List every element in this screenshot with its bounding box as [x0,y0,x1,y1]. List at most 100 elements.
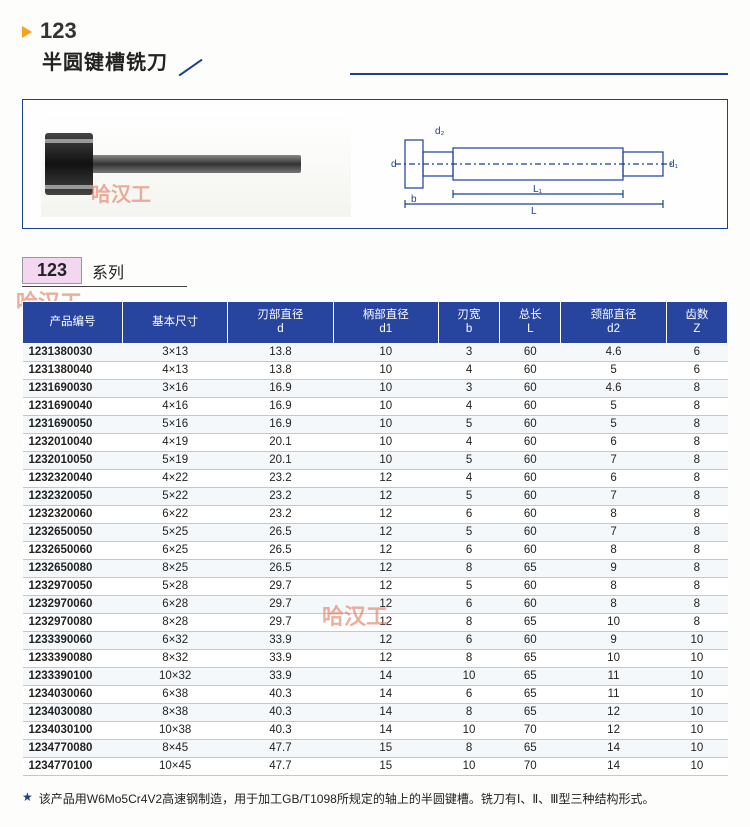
table-cell: 10 [438,757,499,775]
table-cell: 14 [561,739,666,757]
table-cell: 70 [500,757,561,775]
title-rule [350,73,728,75]
table-cell: 15 [333,757,438,775]
table-cell: 8 [666,523,727,541]
table-cell: 47.7 [228,739,333,757]
diagram-label-L1: L₁ [533,184,543,195]
table-row: 12329700606×2829.71266088 [23,595,728,613]
table-row: 12323200505×2223.21256078 [23,487,728,505]
table-row: 12316900505×1616.91056058 [23,415,728,433]
triangle-icon [22,26,32,38]
table-cell: 1232650060 [23,541,123,559]
table-row: 12313800404×1313.81046056 [23,361,728,379]
table-cell: 4 [438,361,499,379]
series-underline [22,286,187,287]
footnote: ★ 该产品用W6Mo5Cr4V2高速钢制造，用于加工GB/T1098所规定的轴上… [22,790,728,807]
table-cell: 8 [666,487,727,505]
table-cell: 8 [561,595,666,613]
table-cell: 12 [333,577,438,595]
table-cell: 1232320060 [23,505,123,523]
table-cell: 5 [561,361,666,379]
table-cell: 1232320050 [23,487,123,505]
diagram-label-L: L [531,206,537,217]
table-cell: 60 [500,595,561,613]
table-cell: 12 [333,649,438,667]
table-cell: 10 [666,721,727,739]
table-cell: 6×32 [123,631,228,649]
table-cell: 10×38 [123,721,228,739]
table-cell: 40.3 [228,721,333,739]
diagram-label-d: d [391,159,397,170]
header-number-row: 123 [22,18,728,44]
table-cell: 65 [500,685,561,703]
star-icon: ★ [22,790,33,807]
table-cell: 26.5 [228,523,333,541]
footnote-text: 该产品用W6Mo5Cr4V2高速钢制造，用于加工GB/T1098所规定的轴上的半… [39,790,655,807]
table-cell: 8 [438,649,499,667]
table-cell: 4.6 [561,379,666,397]
table-row: 12333900808×3233.9128651010 [23,649,728,667]
table-cell: 1232010050 [23,451,123,469]
table-cell: 1233390100 [23,667,123,685]
table-cell: 14 [333,685,438,703]
table-cell: 10 [666,685,727,703]
table-row: 123403010010×3840.31410701210 [23,721,728,739]
table-cell: 10 [333,343,438,361]
table-row: 12323200606×2223.21266088 [23,505,728,523]
table-cell: 8×32 [123,649,228,667]
table-cell: 10 [438,721,499,739]
table-cell: 5 [438,487,499,505]
table-cell: 29.7 [228,595,333,613]
table-cell: 1231690040 [23,397,123,415]
table-cell: 1234030080 [23,703,123,721]
table-cell: 10 [666,631,727,649]
table-cell: 6 [438,505,499,523]
table-header: 基本尺寸 [123,302,228,344]
table-cell: 13.8 [228,361,333,379]
table-cell: 11 [561,667,666,685]
table-cell: 20.1 [228,433,333,451]
table-cell: 10 [333,415,438,433]
table-cell: 4×19 [123,433,228,451]
table-cell: 26.5 [228,559,333,577]
table-cell: 6×25 [123,541,228,559]
table-cell: 7 [561,487,666,505]
table-cell: 8 [561,541,666,559]
table-row: 12347700808×4547.7158651410 [23,739,728,757]
table-cell: 6×38 [123,685,228,703]
table-cell: 5×28 [123,577,228,595]
table-cell: 8 [438,559,499,577]
table-cell: 12 [333,469,438,487]
table-cell: 12 [561,721,666,739]
table-header: 柄部直径d1 [333,302,438,344]
table-cell: 26.5 [228,541,333,559]
table-cell: 12 [333,523,438,541]
table-cell: 1231690050 [23,415,123,433]
table-cell: 14 [561,757,666,775]
table-cell: 60 [500,577,561,595]
table-cell: 3×16 [123,379,228,397]
table-cell: 60 [500,415,561,433]
table-cell: 60 [500,523,561,541]
table-cell: 8 [666,541,727,559]
table-cell: 60 [500,379,561,397]
table-cell: 5 [438,523,499,541]
table-cell: 4.6 [561,343,666,361]
table-cell: 60 [500,631,561,649]
table-cell: 1233390080 [23,649,123,667]
figure-box: 哈汉工 d d₁ d₂ b [22,99,728,229]
table-cell: 10 [333,361,438,379]
table-cell: 3 [438,343,499,361]
table-cell: 1231690030 [23,379,123,397]
table-cell: 10 [561,613,666,631]
table-cell: 14 [333,703,438,721]
table-cell: 10 [333,433,438,451]
table-cell: 1232010040 [23,433,123,451]
table-cell: 8×45 [123,739,228,757]
table-cell: 4×13 [123,361,228,379]
table-cell: 12 [333,505,438,523]
table-row: 12313800303×1313.8103604.66 [23,343,728,361]
table-row: 12340300808×3840.3148651210 [23,703,728,721]
table-cell: 12 [333,541,438,559]
table-cell: 5×19 [123,451,228,469]
